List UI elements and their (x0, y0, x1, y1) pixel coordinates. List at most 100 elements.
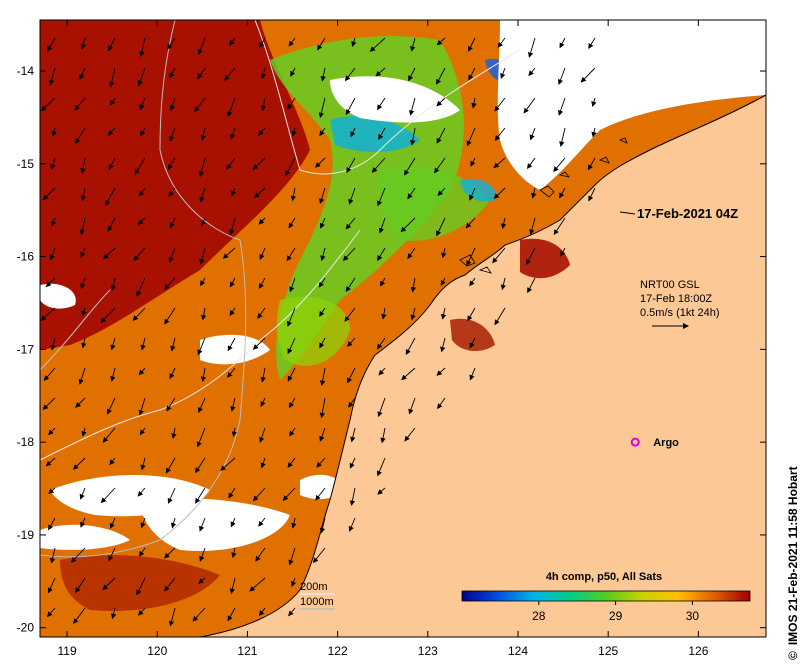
current-vector-arrow (80, 277, 86, 290)
current-vector-arrow (49, 547, 56, 564)
current-vector-arrow (171, 427, 177, 439)
current-vector-arrow (252, 487, 266, 502)
current-vector-arrow (48, 427, 56, 436)
current-vector-arrow (200, 217, 206, 227)
current-vector-arrow (528, 67, 536, 77)
current-vector-arrow (290, 577, 297, 587)
current-vector-arrow (199, 547, 206, 562)
current-vector-arrow (493, 157, 506, 169)
current-vector-arrow (591, 97, 597, 107)
current-vector-arrow (47, 37, 56, 52)
current-vector-arrow (318, 277, 326, 288)
current-vector-arrow (195, 457, 206, 474)
current-vector-arrow (260, 367, 266, 383)
lat-tick-label: -14 (17, 64, 35, 78)
current-vector-arrow (349, 457, 356, 469)
current-vector-arrow (318, 97, 326, 119)
current-vector-arrow (469, 367, 476, 381)
current-vector-arrow (588, 187, 596, 202)
current-vector-arrow (40, 307, 56, 321)
current-vector-arrow (346, 157, 356, 173)
current-vector-arrow (285, 157, 296, 177)
current-vector-arrow (371, 157, 386, 173)
current-vector-arrow (230, 397, 236, 412)
current-vector-arrow (140, 337, 146, 351)
current-vector-arrow (288, 37, 296, 47)
current-vector-arrow (494, 97, 506, 112)
current-vector-arrow (469, 187, 476, 201)
current-vector-arrow (380, 427, 386, 444)
current-vector-arrow (140, 517, 146, 529)
current-vector-arrow (100, 487, 116, 504)
current-vector-arrow (229, 277, 236, 288)
land-mass (200, 95, 766, 637)
axes: 119 120 121 122 123 124 125 126 -14 -15 -16 -17 -18 -… (17, 20, 766, 658)
current-vector-arrow (109, 67, 116, 88)
current-vector-arrow (166, 397, 176, 412)
contour-label-200m: 200m (300, 581, 328, 593)
coastline-islands (459, 137, 628, 274)
current-vector-arrow (440, 307, 447, 320)
current-vector-arrow (137, 607, 146, 616)
lon-tick-label: 121 (237, 644, 257, 658)
lat-tick-label: -20 (17, 621, 35, 635)
current-vector-arrow (50, 337, 56, 351)
current-vector-arrow (192, 607, 206, 622)
current-vector-arrow (103, 247, 116, 260)
current-vector-arrow (526, 157, 536, 170)
current-vector-arrow (258, 517, 266, 527)
current-vector-arrow (434, 157, 446, 174)
current-vector-arrow (409, 97, 416, 116)
current-vector-arrow (43, 367, 56, 381)
current-vector-arrow (404, 157, 416, 176)
current-vector-arrow (350, 427, 356, 443)
current-vector-arrow (200, 367, 207, 383)
current-vector-arrow (107, 127, 116, 136)
current-vector-arrow (351, 37, 357, 48)
current-vector-arrow (198, 397, 206, 414)
current-vector-arrow (70, 547, 86, 563)
current-vector-arrow (79, 67, 86, 80)
current-vector-arrow (81, 307, 87, 317)
argo-label: Argo (653, 437, 679, 449)
current-vector-arrow (200, 277, 206, 287)
current-vector-arrow (48, 487, 56, 495)
current-vector-arrow (405, 337, 416, 355)
current-vector-arrow (290, 67, 296, 77)
current-vector-arrow (467, 307, 476, 322)
current-vector-arrow (163, 547, 176, 559)
cloud-region-s (140, 498, 290, 551)
current-vector-arrow (436, 217, 446, 237)
current-vector-arrow (500, 277, 506, 291)
cloud-region-ne (497, 20, 766, 190)
current-product-label: NRT00 GSL (640, 279, 700, 291)
current-vector-arrow (80, 157, 86, 174)
current-vector-arrow (436, 37, 446, 46)
current-vector-arrow (468, 67, 476, 81)
current-vector-arrow (51, 127, 57, 137)
copyright-symbol: © (786, 651, 800, 660)
current-vector-arrow (410, 127, 416, 146)
current-vector-arrow (525, 247, 536, 265)
sst-hot-region (40, 20, 310, 350)
current-vector-arrow (376, 457, 386, 477)
current-vector-arrow (344, 67, 356, 82)
current-vector-arrow (164, 307, 176, 325)
current-vector-arrow (80, 517, 86, 528)
current-vector-arrow (287, 457, 296, 468)
current-vector-arrow (138, 367, 146, 376)
argo-marker: Argo (630, 437, 679, 449)
current-vector-arrow (74, 97, 86, 111)
sst-green-patch-3 (276, 296, 350, 366)
current-vector-arrow (529, 127, 536, 141)
current-vector-arrow (376, 337, 386, 350)
bathymetry-contour-1000m (40, 20, 247, 558)
current-vector-arrow (78, 367, 86, 385)
current-vector-arrow (466, 247, 476, 267)
current-vector-arrow (377, 97, 386, 111)
current-vector-arrow (369, 37, 386, 52)
current-vector-arrow (401, 367, 416, 381)
current-vector-arrow (197, 67, 206, 80)
current-vector-arrow (315, 157, 326, 168)
current-vector-arrow (465, 217, 476, 229)
